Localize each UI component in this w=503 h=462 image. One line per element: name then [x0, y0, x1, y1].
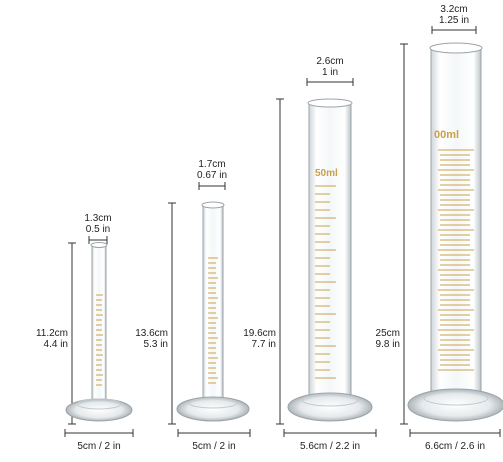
height-dim-label-50ml: 19.6cm 7.7 in [218, 328, 276, 350]
cylinder-100ml: 00ml [400, 26, 503, 437]
height-dim-label-10ml: 11.2cm 4.4 in [10, 328, 68, 350]
top-dim-in-10ml: 0.5 in [85, 224, 111, 235]
base-dim-label-100ml: 6.6cm / 2.6 in [424, 441, 486, 452]
glass-tube-10ml [91, 244, 107, 401]
height-dim-label-100ml: 25cm 9.8 in [344, 328, 400, 350]
height-dim-in-100ml: 9.8 in [375, 339, 400, 350]
top-dim-cm-25ml: 1.7cm [198, 159, 226, 170]
height-dim-in-25ml: 5.3 in [143, 339, 168, 350]
top-dim-cm-10ml: 1.3cm [84, 213, 112, 224]
height-dim-cm-10ml: 11.2cm [35, 328, 68, 339]
top-dim-cm-50ml: 2.6cm [316, 56, 344, 67]
top-dim-in-25ml: 0.67 in [196, 170, 228, 181]
top-dim-cm-100ml: 3.2cm [440, 4, 468, 15]
top-dim-label-100ml: 3.2cm 1.25 in [428, 4, 480, 26]
cylinder-50ml: 50ml [276, 78, 377, 437]
graduations-10ml [96, 294, 103, 386]
top-dim-label-50ml: 2.6cm 1 in [304, 56, 356, 78]
cylinder-10ml [64, 236, 134, 437]
top-dim-label-10ml: 1.3cm 0.5 in [78, 213, 118, 235]
volume-mark-50ml: 50ml [315, 168, 338, 179]
base-dim-label-50ml: 5.6cm / 2.2 in [299, 441, 361, 452]
glass-base-25ml [176, 396, 250, 422]
graduations-100ml [438, 149, 474, 371]
glass-base-50ml [287, 392, 373, 422]
top-dim-in-100ml: 1.25 in [438, 15, 470, 26]
top-dim-label-25ml: 1.7cm 0.67 in [190, 159, 234, 181]
height-dim-in-50ml: 7.7 in [251, 339, 276, 350]
cylinder-25ml [168, 182, 251, 437]
height-dim-cm-25ml: 13.6cm [135, 328, 168, 339]
volume-mark-100ml: 00ml [434, 129, 459, 141]
glass-tube-100ml [430, 47, 482, 397]
graduations-25ml [208, 257, 218, 384]
glass-base-10ml [65, 398, 133, 422]
height-dim-cm-50ml: 19.6cm [243, 328, 276, 339]
height-dim-label-25ml: 13.6cm 5.3 in [110, 328, 168, 350]
height-dim-cm-100ml: 25cm [375, 328, 400, 339]
base-dim-label-25ml: 5cm / 2 in [192, 441, 236, 452]
height-dim-in-10ml: 4.4 in [43, 339, 68, 350]
graduations-50ml [315, 185, 336, 379]
top-dim-in-50ml: 1 in [321, 67, 339, 78]
base-dim-label-10ml: 5cm / 2 in [77, 441, 121, 452]
